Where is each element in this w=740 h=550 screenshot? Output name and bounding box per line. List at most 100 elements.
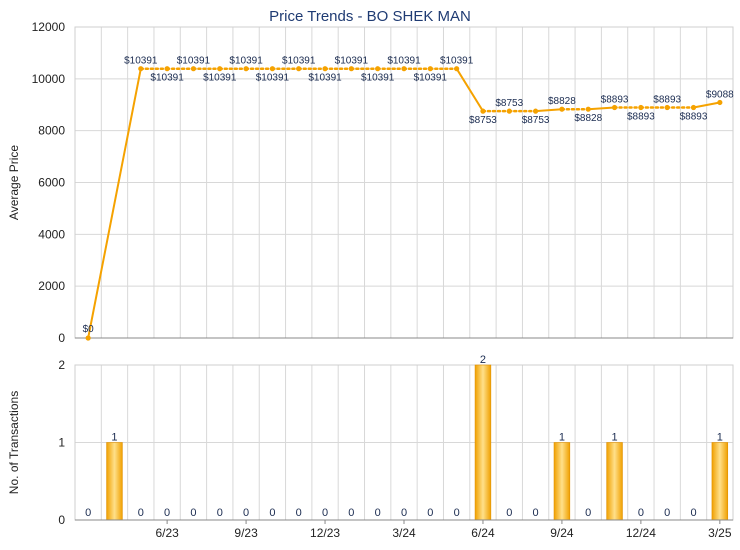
price-y-tick-label: 10000 — [32, 72, 66, 86]
price-line-segment — [455, 67, 484, 113]
price-point — [611, 104, 618, 111]
price-data-label: $10391 — [335, 56, 369, 67]
price-point — [296, 66, 302, 72]
price-data-label: $8828 — [574, 113, 602, 124]
x-tick-label: 6/23 — [155, 526, 179, 540]
price-point — [269, 66, 275, 72]
price-point — [506, 108, 512, 114]
price-data-label: $10391 — [256, 73, 290, 84]
price-y-tick-label: 8000 — [38, 124, 65, 138]
x-tick-label: 12/23 — [310, 526, 340, 540]
price-data-label: $8753 — [469, 115, 497, 126]
price-point — [243, 66, 249, 72]
price-data-label: $10391 — [229, 56, 263, 67]
transactions-y-axis-label: No. of Transactions — [7, 391, 21, 494]
price-y-tick-label: 12000 — [32, 20, 66, 34]
price-point — [454, 66, 460, 72]
price-data-label: $10391 — [177, 56, 211, 67]
price-point — [375, 66, 381, 72]
x-tick-label: 6/24 — [471, 526, 495, 540]
price-y-axis-label: Average Price — [7, 145, 21, 220]
x-tick-label: 9/24 — [550, 526, 574, 540]
price-point — [480, 108, 486, 114]
x-tick-label: 3/24 — [392, 526, 416, 540]
price-line-segment — [587, 106, 616, 111]
transaction-count-label: 0 — [664, 507, 670, 519]
price-point — [190, 66, 197, 72]
price-point — [664, 104, 670, 111]
price-point — [85, 335, 91, 341]
transaction-count-label: 0 — [375, 507, 381, 519]
price-line-segment — [87, 67, 142, 339]
transactions-bar-panel: 0 1 2 0 1 0 0 0 0 0 0 0 0 0 0 0 0 0 2 0 0 1 0 1 0 0 0 1 6/23 9/23 12/2… — [7, 354, 734, 540]
bar-y-tick-label: 2 — [58, 358, 65, 372]
price-y-tick-label: 4000 — [38, 227, 65, 241]
price-data-label: $8753 — [495, 98, 523, 109]
price-point — [401, 66, 407, 72]
transaction-count-label: 0 — [190, 507, 196, 519]
transaction-count-label: 0 — [454, 507, 460, 519]
price-line-panel: 0 2000 4000 6000 8000 10000 12000 Average Price… — [7, 20, 734, 345]
transaction-count-label: 0 — [85, 507, 91, 519]
price-data-label: $10391 — [414, 73, 448, 84]
transaction-bar — [606, 442, 623, 521]
price-data-label: $8893 — [680, 112, 708, 123]
price-point — [585, 106, 591, 112]
transaction-count-label: 0 — [427, 507, 433, 519]
price-y-tick-label: 0 — [58, 331, 65, 345]
price-data-label: $8828 — [548, 96, 576, 107]
transaction-count-label: 1 — [717, 432, 723, 444]
transaction-count-label: 0 — [217, 507, 223, 519]
transaction-count-label: 0 — [243, 507, 249, 519]
transaction-count-label: 0 — [690, 507, 696, 519]
price-point — [559, 106, 565, 112]
transaction-count-label: 0 — [506, 507, 512, 519]
price-data-label: $8753 — [522, 115, 550, 126]
price-point — [138, 66, 144, 72]
x-tick-label: 3/25 — [708, 526, 732, 540]
transaction-count-label: 0 — [296, 507, 302, 519]
price-point — [690, 104, 697, 111]
transaction-count-label: 0 — [585, 507, 591, 519]
price-data-label: $10391 — [387, 56, 421, 67]
price-point — [348, 66, 354, 72]
transaction-bar — [474, 364, 492, 521]
transaction-bar — [106, 442, 123, 521]
price-data-label: $10391 — [361, 73, 395, 84]
transaction-count-label: 0 — [401, 507, 407, 519]
price-data-label: $10391 — [440, 56, 474, 67]
price-line-segment — [692, 101, 721, 109]
price-data-label: $0 — [83, 324, 95, 335]
price-data-label: $10391 — [150, 73, 184, 84]
price-data-label: $8893 — [627, 112, 655, 123]
price-data-label: $10391 — [124, 56, 158, 67]
price-y-tick-label: 6000 — [38, 176, 65, 190]
price-point — [427, 66, 433, 72]
transaction-count-label: 0 — [348, 507, 354, 519]
transaction-count-label: 1 — [111, 432, 117, 444]
price-data-label: $10391 — [282, 56, 316, 67]
transaction-count-label: 2 — [480, 354, 486, 366]
price-y-tick-label: 2000 — [38, 279, 65, 293]
price-point — [533, 108, 539, 114]
price-point — [217, 66, 223, 72]
transaction-count-label: 0 — [269, 507, 275, 519]
price-data-label: $10391 — [203, 73, 237, 84]
transaction-count-label: 0 — [638, 507, 644, 519]
chart-title: Price Trends - BO SHEK MAN — [269, 8, 471, 25]
price-point — [322, 66, 328, 72]
price-data-label: $8893 — [653, 95, 681, 106]
transaction-count-label: 0 — [138, 507, 144, 519]
bar-y-tick-label: 0 — [58, 513, 65, 527]
price-point — [717, 99, 723, 106]
transaction-count-label: 0 — [322, 507, 328, 519]
price-data-label: $9088 — [706, 89, 734, 100]
bar-y-tick-label: 1 — [58, 436, 65, 450]
transaction-bar — [711, 442, 729, 521]
transaction-count-label: 0 — [164, 507, 170, 519]
x-tick-label: 12/24 — [626, 526, 656, 540]
transaction-count-label: 1 — [559, 432, 565, 444]
transaction-count-label: 1 — [611, 432, 617, 444]
